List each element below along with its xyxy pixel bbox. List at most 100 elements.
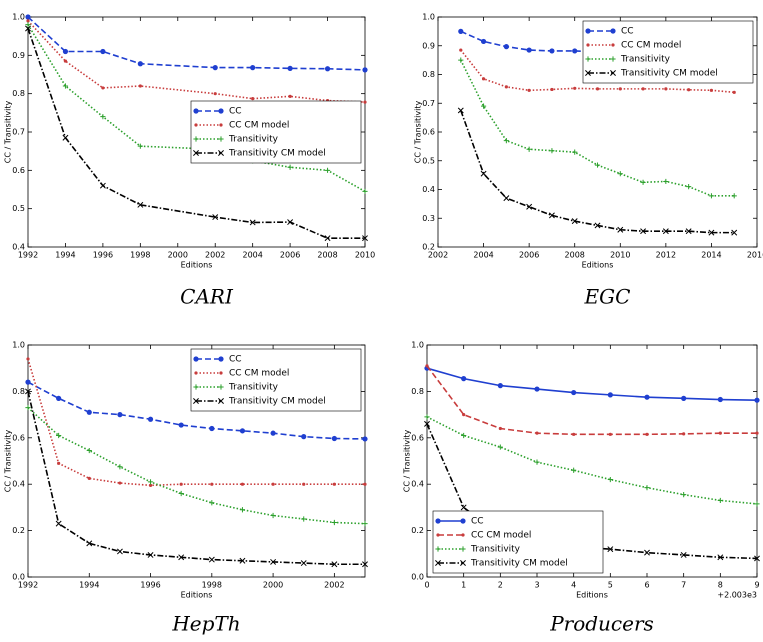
marker [251, 97, 255, 101]
marker [55, 520, 62, 527]
marker [663, 178, 669, 185]
marker [193, 150, 199, 156]
x-axis-label: Editions [181, 261, 213, 270]
panel: 0.4 0.5 0.6 0.7 0.8 0.9 1.0 1992 1994 1996 1998 200… [4, 13, 376, 309]
series-line [27, 407, 366, 525]
marker [607, 476, 613, 483]
y-tick-label: 0.6 [411, 433, 424, 442]
x-tick-label: 4 [571, 581, 576, 590]
marker [424, 420, 430, 427]
marker [436, 533, 440, 537]
marker [462, 413, 466, 417]
marker [664, 87, 668, 91]
y-tick-label: 0.8 [12, 89, 25, 98]
marker [731, 193, 737, 199]
marker [461, 533, 465, 537]
marker [461, 432, 467, 439]
marker [287, 65, 293, 71]
marker [250, 65, 256, 71]
marker [644, 394, 650, 400]
marker [301, 516, 307, 522]
marker [498, 426, 502, 431]
legend-label: Transitivity CM model [620, 69, 718, 79]
marker [586, 43, 590, 47]
legend-label: CC [621, 27, 634, 37]
marker [138, 84, 142, 88]
x-tick-label: 2010 [355, 251, 375, 260]
x-axis-label: Editions [181, 591, 213, 600]
x-axis-label: Editions [576, 591, 608, 600]
marker [571, 218, 578, 225]
x-tick-label: 2002 [205, 251, 225, 260]
marker [56, 395, 62, 401]
marker [640, 228, 647, 235]
marker [270, 558, 277, 565]
y-tick-label: 0.5 [422, 156, 435, 165]
marker [62, 48, 69, 55]
marker [460, 546, 466, 552]
marker [212, 65, 218, 71]
marker [607, 392, 613, 398]
y-tick-label: 0.9 [422, 41, 435, 50]
x-tick-label: 2012 [656, 251, 676, 260]
marker [239, 507, 246, 513]
x-tick-label: 2016 [747, 251, 763, 260]
marker [685, 228, 692, 235]
legend: CC CC CM model Transitivity Transitivity CM… [582, 20, 754, 84]
y-tick-label: 1.0 [411, 341, 424, 350]
x-tick-label: 0 [424, 581, 429, 590]
marker [25, 388, 31, 395]
marker [362, 67, 368, 73]
series-line [27, 358, 365, 487]
panel: 0.0 0.2 0.4 0.6 0.8 1.0 1992 1994 1996 1998 2000 20… [4, 341, 368, 636]
x-tick-label: 7 [681, 581, 686, 590]
x-tick-label: 2000 [168, 251, 188, 260]
marker [460, 504, 467, 511]
marker [571, 467, 577, 473]
marker [239, 557, 246, 564]
marker [572, 432, 576, 436]
marker [644, 549, 650, 556]
y-tick-label: 0.6 [422, 128, 435, 137]
marker [708, 229, 715, 236]
marker [585, 56, 591, 62]
marker [526, 146, 532, 152]
y-tick-label: 0.7 [422, 99, 435, 108]
y-tick-label: 0.4 [411, 480, 424, 489]
marker [687, 88, 691, 92]
marker [640, 179, 646, 185]
marker [458, 28, 464, 34]
y-tick-label: 0.9 [12, 51, 25, 60]
marker [331, 435, 337, 442]
marker [218, 108, 224, 114]
marker [717, 396, 723, 403]
caption: HepTh [171, 612, 240, 636]
marker [324, 167, 331, 173]
caption: EGC [584, 285, 631, 309]
marker [681, 395, 687, 401]
marker [548, 212, 555, 219]
marker [460, 518, 466, 524]
marker [210, 482, 214, 486]
x-tick-label: 9 [754, 581, 759, 590]
marker [595, 87, 600, 91]
marker [117, 412, 123, 418]
marker [641, 87, 645, 91]
marker [25, 14, 31, 20]
y-tick-label: 0.7 [12, 128, 25, 137]
y-tick-label: 0.4 [12, 243, 25, 252]
marker [708, 193, 715, 199]
legend: CC CC CM model Transitivity Transitivity CM… [432, 510, 604, 574]
marker [271, 482, 275, 486]
x-tick-label: 2006 [280, 251, 300, 260]
marker [435, 546, 441, 552]
y-tick-label: 0.2 [12, 526, 25, 535]
legend: CC CC CM model Transitivity Transitivity CM… [190, 348, 362, 412]
marker [610, 56, 616, 62]
marker [362, 235, 368, 242]
series-line [27, 391, 365, 566]
y-axis-label: CC / Transitivity [4, 100, 13, 163]
x-tick-label: 2004 [473, 251, 493, 260]
marker [147, 479, 154, 485]
